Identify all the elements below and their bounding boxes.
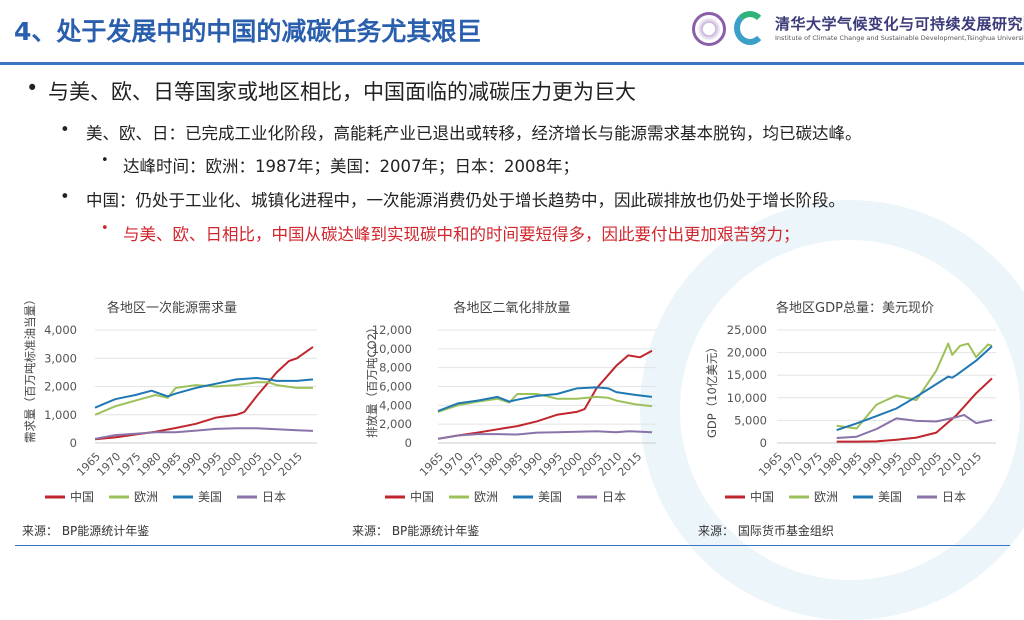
- bullet-dot: •: [60, 187, 70, 206]
- x-tick-label: 2015: [955, 450, 984, 479]
- legend-label: 中国: [750, 489, 774, 504]
- y-tick-label: 1,000: [44, 408, 77, 422]
- y-axis-label: 排放量（百万吨CO2）: [365, 322, 379, 438]
- bullet-highlight: • 与美、欧、日相比，中国从碳达峰到实现碳中和的时间要短得多，因此要付出更加艰苦努…: [101, 221, 800, 245]
- series-line-日本: [836, 414, 993, 439]
- page-title: 4、处于发展中的中国的减碳任务尤其艰巨: [14, 17, 482, 46]
- tsinghua-seal-logo: [692, 12, 726, 46]
- y-tick-label: 3,000: [44, 351, 77, 365]
- bullet-dot: •: [26, 76, 39, 100]
- legend-label: 欧洲: [474, 490, 498, 504]
- series-line-中国: [94, 346, 314, 441]
- y-axis-label: GDP（10亿美元）: [705, 341, 719, 438]
- y-tick-label: 2,000: [44, 380, 77, 394]
- source-note-gdp: 来源： 国际货币基金组织: [698, 524, 834, 538]
- charts-area: 各地区一次能源需求量 需求量（百万吨标准油当量） 0 1,000 2,000 3,000 4…: [23, 294, 996, 504]
- bullet-developed: • 美、欧、日：已完成工业化阶段，高能耗产业已退出或转移，经济增长与能源需求基本脱…: [60, 120, 862, 144]
- legend-label: 美国: [538, 490, 562, 504]
- legend-label: 日本: [602, 490, 626, 504]
- y-tick-label: 10,000: [727, 391, 767, 405]
- y-tick-label: 4,000: [379, 398, 412, 412]
- y-tick-label: 15,000: [727, 368, 767, 382]
- y-tick-label: 10,000: [372, 342, 412, 356]
- bullet-china: • 中国：仍处于工业化、城镇化进程中，一次能源消费仍处于增长趋势中，因此碳排放也仍…: [60, 187, 845, 211]
- series-line-中国: [437, 349, 653, 440]
- y-axis-label: 需求量（百万吨标准油当量）: [23, 294, 37, 444]
- bullet-dot: •: [101, 221, 109, 236]
- y-tick-label: 0: [405, 436, 412, 450]
- y-tick-label: 0: [760, 436, 767, 450]
- legend-label: 日本: [262, 490, 286, 504]
- chart-2: 各地区GDP总量：美元现价 GDP（10亿美元） 0 5,000 10,000 15,00…: [705, 300, 996, 504]
- series-line-日本: [94, 427, 314, 440]
- x-tick-label: 2015: [615, 450, 644, 479]
- series-line-美国: [836, 345, 993, 432]
- header-divider: [0, 62, 1024, 65]
- legend-label: 欧洲: [814, 490, 838, 504]
- legend-label: 欧洲: [134, 490, 158, 504]
- series-line-中国: [836, 377, 993, 443]
- chart-title: 各地区一次能源需求量: [107, 300, 237, 316]
- series-line-欧洲: [437, 393, 653, 413]
- legend-label: 美国: [198, 490, 222, 504]
- bullet-dot: •: [101, 153, 109, 168]
- source-note-energy: 来源： BP能源统计年鉴: [22, 524, 150, 538]
- y-tick-label: 6,000: [379, 380, 412, 394]
- institute-c-logo: [734, 11, 766, 45]
- y-tick-label: 0: [70, 436, 77, 450]
- bullet-text: 与美、欧、日等国家或地区相比，中国面临的减碳压力更为巨大: [48, 80, 636, 104]
- bullet-dot: •: [60, 120, 70, 139]
- chart-title: 各地区二氧化排放量: [453, 300, 570, 316]
- org-name-cn: 清华大学气候变化与可持续发展研究院: [775, 15, 1024, 33]
- x-tick-label: 2015: [276, 450, 305, 479]
- y-tick-label: 20,000: [727, 346, 767, 360]
- footer-divider: [15, 545, 1010, 546]
- y-tick-label: 8,000: [379, 361, 412, 375]
- chart-0: 各地区一次能源需求量 需求量（百万吨标准油当量） 0 1,000 2,000 3,000 4…: [23, 294, 317, 504]
- bullet-text: 达峰时间：欧洲：1987年；美国：2007年；日本：2008年；: [123, 157, 579, 176]
- series-line-日本: [437, 430, 653, 440]
- bullet-main: • 与美、欧、日等国家或地区相比，中国面临的减碳压力更为巨大: [26, 76, 636, 106]
- legend-label: 中国: [410, 489, 434, 504]
- legend-label: 中国: [70, 489, 94, 504]
- y-tick-label: 5,000: [734, 413, 767, 427]
- series-line-美国: [94, 377, 314, 409]
- org-name-en: Institute of Climate Change and Sustaina…: [775, 34, 1024, 42]
- bullet-peak-times: • 达峰时间：欧洲：1987年；美国：2007年；日本：2008年；: [101, 153, 579, 177]
- bullet-text: 与美、欧、日相比，中国从碳达峰到实现碳中和的时间要短得多，因此要付出更加艰苦努力…: [123, 225, 800, 244]
- source-note-co2: 来源： BP能源统计年鉴: [352, 524, 480, 538]
- bullet-text: 美、欧、日：已完成工业化阶段，高能耗产业已退出或转移，经济增长与能源需求基本脱钩…: [86, 124, 862, 143]
- chart-title: 各地区GDP总量：美元现价: [776, 300, 934, 316]
- legend-label: 日本: [942, 490, 966, 504]
- y-tick-label: 4,000: [44, 323, 77, 337]
- legend-label: 美国: [878, 490, 902, 504]
- series-line-美国: [437, 386, 653, 412]
- y-tick-label: 2,000: [379, 417, 412, 431]
- series-line-欧洲: [836, 342, 993, 430]
- y-tick-label: 25,000: [727, 323, 767, 337]
- y-tick-label: 12,000: [372, 323, 412, 337]
- bullet-text: 中国：仍处于工业化、城镇化进程中，一次能源消费仍处于增长趋势中，因此碳排放也仍处…: [86, 191, 845, 210]
